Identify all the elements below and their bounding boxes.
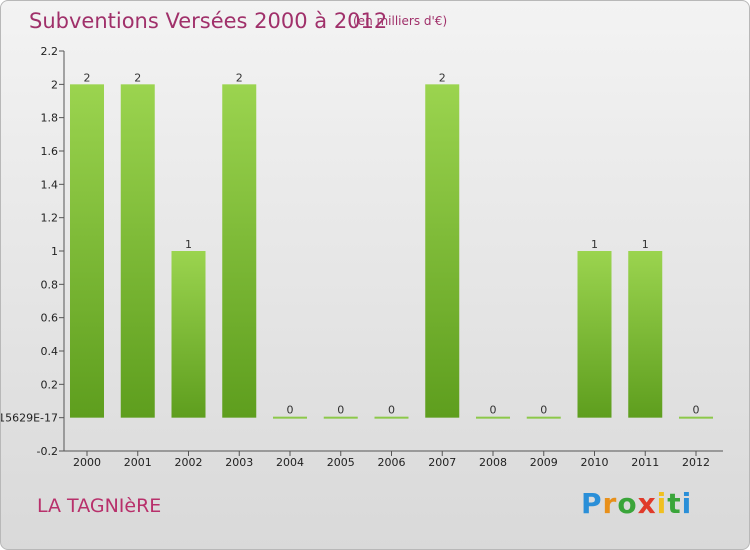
x-tick-label: 2005 <box>327 456 355 469</box>
bar-2002 <box>171 251 206 418</box>
y-tick-label: 1 <box>51 245 58 258</box>
x-tick-label: 2001 <box>124 456 152 469</box>
y-tick-label: 1.8 <box>41 112 59 125</box>
bar-2010 <box>577 251 612 418</box>
logo-letter: P <box>581 487 603 520</box>
y-tick-label: 1.2 <box>41 212 59 225</box>
bar-2006 <box>374 416 409 419</box>
y-tick-label: 0.2 <box>41 378 59 391</box>
y-tick-label: 1.4 <box>41 178 59 191</box>
x-tick-label: 2010 <box>581 456 609 469</box>
place-name: LA TAGNIèRE <box>37 495 162 517</box>
y-tick-label: -1.15629E-17 <box>1 412 58 425</box>
x-tick-label: 2012 <box>682 456 710 469</box>
logo-letter: r <box>602 487 618 520</box>
data-label: 1 <box>185 238 192 251</box>
data-label: 0 <box>287 404 294 417</box>
x-tick-label: 2007 <box>428 456 456 469</box>
y-tick-label: 2.2 <box>41 45 59 58</box>
data-label: 2 <box>236 71 243 84</box>
x-tick-label: 2011 <box>631 456 659 469</box>
bar-2009 <box>526 416 561 419</box>
proxiti-logo: Proxiti <box>581 487 692 520</box>
logo-letter: t <box>667 487 682 520</box>
data-label: 0 <box>490 404 497 417</box>
y-tick-label: -0.2 <box>37 445 58 458</box>
bar-2007 <box>425 84 460 418</box>
chart-title: Subventions Versées 2000 à 2012 <box>29 9 388 33</box>
x-tick-label: 2003 <box>225 456 253 469</box>
x-tick-label: 2004 <box>276 456 304 469</box>
x-tick-label: 2002 <box>175 456 203 469</box>
y-tick-label: 0.6 <box>41 312 59 325</box>
y-tick-label: 2 <box>51 78 58 91</box>
bar-2011 <box>628 251 663 418</box>
y-tick-label: 1.6 <box>41 145 59 158</box>
logo-letter: i <box>656 487 668 520</box>
x-tick-label: 2008 <box>479 456 507 469</box>
x-tick-label: 2009 <box>530 456 558 469</box>
bar-2000 <box>70 84 104 418</box>
data-label: 0 <box>337 404 344 417</box>
data-label: 2 <box>134 71 141 84</box>
bar-2003 <box>222 84 257 418</box>
y-tick-label: 0.4 <box>41 345 59 358</box>
bar-2005 <box>323 416 358 419</box>
data-label: 0 <box>540 404 547 417</box>
chart-subtitle: (en milliers d'€) <box>353 14 448 28</box>
logo-letter: o <box>617 487 638 520</box>
bar-2008 <box>476 416 510 419</box>
data-label: 1 <box>591 238 598 251</box>
y-tick-label: 0.8 <box>41 278 59 291</box>
data-label: 2 <box>84 71 91 84</box>
data-label: 0 <box>693 404 700 417</box>
data-label: 2 <box>439 71 446 84</box>
data-label: 1 <box>642 238 649 251</box>
logo-letter: i <box>681 487 693 520</box>
bar-2001 <box>120 84 155 418</box>
x-tick-label: 2006 <box>378 456 406 469</box>
bar-2004 <box>273 416 307 419</box>
data-label: 0 <box>388 404 395 417</box>
logo-letter: x <box>637 487 657 520</box>
x-tick-label: 2000 <box>73 456 101 469</box>
bar-2012 <box>679 416 713 419</box>
